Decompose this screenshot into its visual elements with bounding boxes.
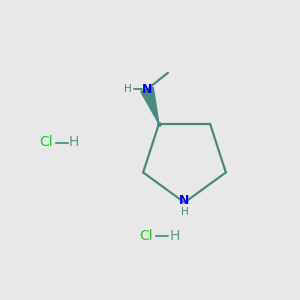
Text: H: H (124, 84, 131, 94)
Text: N: N (142, 83, 153, 96)
Text: H: H (169, 229, 180, 242)
Text: H: H (181, 207, 188, 217)
Text: Cl: Cl (39, 136, 52, 149)
Text: H: H (69, 136, 80, 149)
Polygon shape (141, 87, 159, 124)
Text: Cl: Cl (140, 229, 153, 242)
Text: N: N (179, 194, 190, 207)
